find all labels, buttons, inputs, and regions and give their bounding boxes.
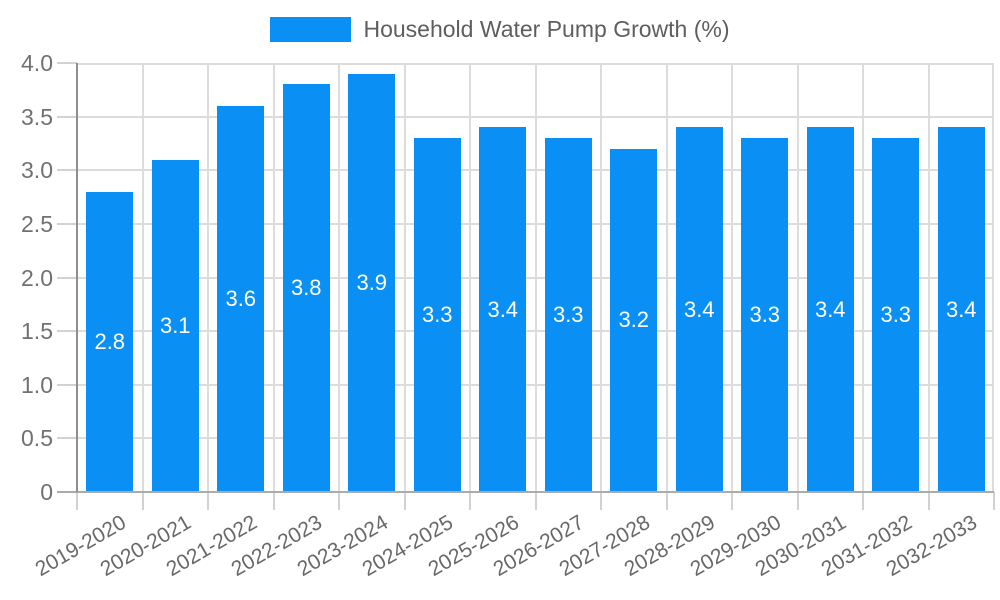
x-axis-tick <box>927 492 930 510</box>
x-axis-tick <box>796 492 799 510</box>
bar-value-label: 3.3 <box>552 302 584 328</box>
bar[interactable]: 3.3 <box>741 138 789 492</box>
x-axis-tick <box>731 492 733 510</box>
legend-label: Household Water Pump Growth (%) <box>363 16 730 42</box>
x-axis-tick <box>665 492 668 510</box>
bar[interactable]: 3.9 <box>348 73 396 492</box>
bar-value-label: 3.4 <box>683 296 715 322</box>
v-gridline <box>338 63 340 492</box>
bar[interactable]: 3.3 <box>413 138 461 492</box>
y-axis-tick <box>57 383 77 386</box>
v-gridline <box>403 63 406 492</box>
y-tick-label: 4.0 <box>21 50 53 76</box>
x-axis-tick <box>76 492 78 510</box>
x-axis-tick <box>469 492 471 510</box>
bar-value-label: 3.4 <box>487 296 519 322</box>
bar[interactable]: 2.8 <box>86 191 134 492</box>
y-axis-tick <box>57 276 77 279</box>
bar-value-label: 3.2 <box>618 307 650 333</box>
bar[interactable]: 3.1 <box>151 159 199 492</box>
bar[interactable]: 3.6 <box>217 105 265 492</box>
v-gridline <box>207 63 209 492</box>
x-axis-tick <box>141 492 144 510</box>
y-tick-label: 2.0 <box>21 264 53 291</box>
y-axis-tick <box>57 437 77 440</box>
v-gridline <box>796 63 799 492</box>
x-axis-tick <box>600 492 602 510</box>
v-gridline <box>272 63 275 492</box>
bar-value-label: 3.4 <box>814 296 846 322</box>
y-tick-label: 1.0 <box>21 371 53 398</box>
y-axis-line <box>76 63 78 492</box>
bar-value-label: 2.8 <box>94 328 126 354</box>
bar-value-label: 3.3 <box>749 302 781 328</box>
x-axis-tick <box>993 492 995 510</box>
v-gridline <box>862 63 864 492</box>
y-axis-tick <box>57 222 77 225</box>
y-tick-label: 2.5 <box>21 210 53 237</box>
bar[interactable]: 3.4 <box>937 127 985 492</box>
bar[interactable]: 3.8 <box>282 84 330 492</box>
bar-value-label: 3.1 <box>159 312 191 338</box>
bar[interactable]: 3.4 <box>806 127 854 492</box>
x-axis-tick <box>207 492 209 510</box>
y-axis-tick <box>57 115 77 118</box>
y-tick-label: 3.5 <box>21 103 53 130</box>
bar[interactable]: 3.3 <box>544 138 592 492</box>
x-axis-tick <box>862 492 864 510</box>
v-gridline <box>600 63 602 492</box>
bar-value-label: 3.6 <box>225 285 257 311</box>
y-tick-label: 3.0 <box>21 157 53 184</box>
y-tick-label: 0.5 <box>21 425 53 452</box>
y-axis-tick <box>57 169 77 172</box>
y-tick-label: 0 <box>40 479 53 505</box>
bar[interactable]: 3.3 <box>872 138 920 492</box>
v-gridline <box>665 63 668 492</box>
bar-value-label: 3.4 <box>945 296 977 322</box>
y-tick-label: 1.5 <box>21 318 53 345</box>
v-gridline <box>731 63 733 492</box>
x-axis-tick <box>534 492 537 510</box>
bar-value-label: 3.3 <box>880 302 912 328</box>
bar[interactable]: 3.2 <box>610 148 658 492</box>
bar-value-label: 3.8 <box>290 275 322 301</box>
y-axis-tick <box>57 62 77 64</box>
bar[interactable]: 3.4 <box>675 127 723 492</box>
x-axis-tick <box>403 492 406 510</box>
v-gridline <box>469 63 471 492</box>
x-axis-tick <box>272 492 275 510</box>
v-gridline <box>992 63 994 492</box>
v-gridline <box>534 63 537 492</box>
v-gridline <box>927 63 930 492</box>
plot-area: 2.8 3.1 3.6 3.8 3.9 3.3 3.4 3.3 3.2 3.4 3.3 3.4 3.3 3… <box>57 62 994 493</box>
bar-value-label: 3.9 <box>356 269 388 295</box>
x-axis-tick <box>338 492 340 510</box>
legend[interactable]: Household Water Pump Growth (%) <box>0 16 1000 42</box>
x-axis-line <box>57 491 994 493</box>
bar[interactable]: 3.4 <box>479 127 527 492</box>
y-axis-tick <box>57 330 77 333</box>
legend-swatch <box>270 17 352 42</box>
bar-value-label: 3.3 <box>421 302 453 328</box>
v-gridline <box>141 63 144 492</box>
